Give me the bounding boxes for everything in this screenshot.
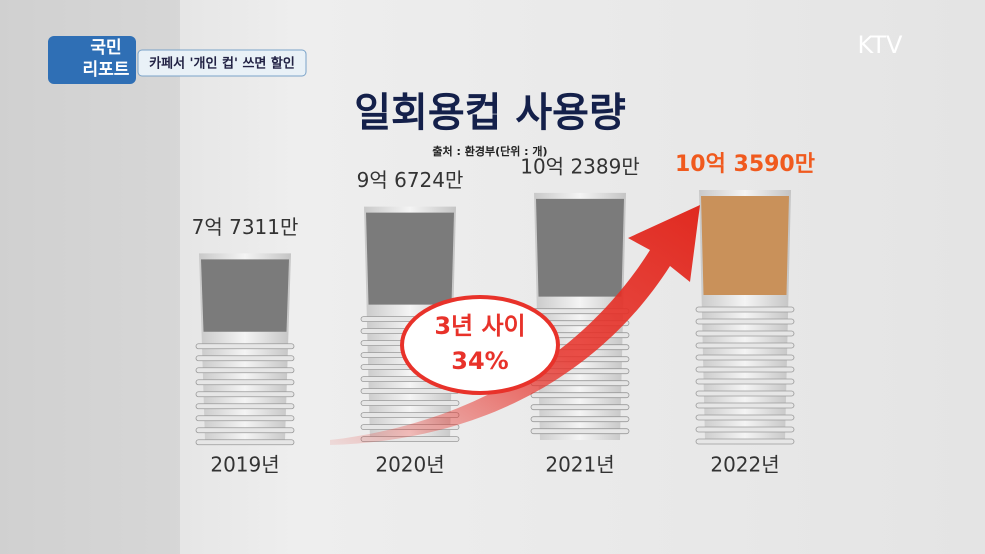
cup-ring <box>695 414 795 421</box>
x-tick-label: 2022년 <box>710 453 779 477</box>
chart-title: 일회용컵 사용량 <box>354 90 626 136</box>
cup-ring <box>195 379 295 386</box>
cup-band <box>536 198 624 297</box>
cup-ring <box>695 366 795 373</box>
logo-box <box>48 36 136 84</box>
plot: 7억 7311만 2019년 9억 6724만 2020년 10억 2389만 2021년… <box>192 152 815 477</box>
x-tick-label: 2021년 <box>545 453 614 477</box>
subtitle: 카페서 '개인 컵' 쓰면 할인 <box>149 56 295 72</box>
annotation-text: 3년 사이 <box>434 312 525 340</box>
cup-ring <box>195 343 295 350</box>
annotation: 3년 사이 34% <box>330 205 700 445</box>
cup-band <box>366 212 454 305</box>
cup-ring <box>695 342 795 349</box>
cup-ring <box>195 415 295 422</box>
subtitle-box <box>137 49 307 77</box>
x-tick-label: 2020년 <box>375 453 444 477</box>
value-label: 9억 6724만 <box>357 168 464 192</box>
value-label: 7억 7311만 <box>192 215 299 239</box>
cup-ring <box>530 428 630 435</box>
cup-ring <box>195 391 295 398</box>
value-label: 10억 3590만 <box>675 152 815 177</box>
cup-ring <box>695 330 795 337</box>
cup-ring <box>195 439 295 446</box>
cup-ring <box>695 438 795 445</box>
cup-band <box>701 196 789 295</box>
x-tick-label: 2019년 <box>210 453 279 477</box>
cup-ring <box>695 318 795 325</box>
source: 출처 : 환경부(단위 : 개) <box>432 144 547 158</box>
program-logo: 국민 리포트 카페서 '개인 컵' 쓰면 할인 <box>48 36 307 84</box>
cup-ring <box>195 403 295 410</box>
cup-band <box>201 259 289 332</box>
cup-ring <box>695 378 795 385</box>
logo-text: 리포트 <box>83 60 130 80</box>
cup-ring <box>695 354 795 361</box>
cup-ring <box>530 392 630 399</box>
cup-ring <box>695 306 795 313</box>
cup-ring <box>695 402 795 409</box>
cup-ring <box>360 400 460 407</box>
cup-ring <box>195 355 295 362</box>
annotation-text: 34% <box>451 347 508 375</box>
annotation-bubble <box>400 295 560 395</box>
cup-ring <box>695 390 795 397</box>
cup-ring <box>695 426 795 433</box>
value-label: 10억 2389만 <box>520 154 640 178</box>
cup-ring <box>195 427 295 434</box>
background-photo <box>0 0 180 554</box>
cup-ring <box>530 404 630 411</box>
growth-arrow <box>330 205 700 445</box>
channel-logo: KTV <box>858 31 904 59</box>
cup-ring <box>195 367 295 374</box>
logo-text: 국민 <box>90 38 121 58</box>
cup-ring <box>530 416 630 423</box>
